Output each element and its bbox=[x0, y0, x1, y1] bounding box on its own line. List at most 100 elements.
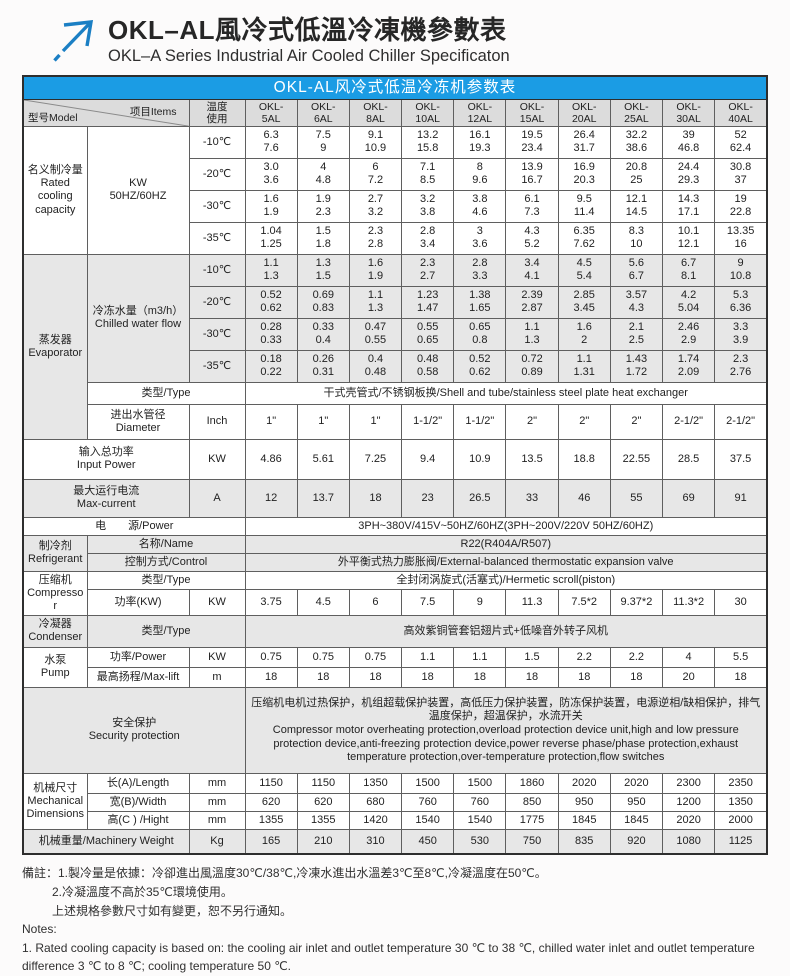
pipe-diameter-value: 1" bbox=[244, 403, 298, 440]
chilled-water-flow-value: 0.28 0.33 bbox=[244, 317, 298, 351]
dimension-height-value: 1845 bbox=[557, 810, 611, 830]
compressor-power-value: 11.3*2 bbox=[661, 588, 716, 616]
spec-table: OKL-AL风冷式低温冷冻机参数表 型号Model 项目Items 温度 使用 … bbox=[22, 75, 768, 856]
chilled-water-flow-value: 2.3 2.7 bbox=[401, 253, 455, 287]
pipe-diameter-label: 进出水管径 Diameter bbox=[86, 403, 190, 440]
machinery-weight-value: 835 bbox=[557, 828, 611, 855]
cooling-capacity-value: 2.7 3.2 bbox=[348, 189, 403, 223]
dimension-height-value: 1540 bbox=[401, 810, 455, 830]
dimension-height-value: 1355 bbox=[244, 810, 298, 830]
input-power-value: 28.5 bbox=[661, 438, 716, 480]
dimension-length-value: 1350 bbox=[348, 772, 403, 794]
pump-lift-value: 18 bbox=[401, 666, 455, 688]
dimension-length-value: 2350 bbox=[714, 772, 768, 794]
max-current-label: 最大运行电流 Max-current bbox=[22, 478, 190, 518]
condenser-type-label: 类型/Type bbox=[86, 614, 246, 648]
table-banner-title: OKL-AL风冷式低温冷冻机参数表 bbox=[22, 75, 768, 100]
input-power-label: 输入总功率 Input Power bbox=[22, 438, 190, 480]
dimension-height-value: 2020 bbox=[661, 810, 716, 830]
chilled-water-flow-value: 2.85 3.45 bbox=[557, 285, 611, 319]
cooling-capacity-value: 7.1 8.5 bbox=[401, 157, 455, 191]
pump-lift-value: 18 bbox=[609, 666, 664, 688]
chilled-water-flow-value: 0.55 0.65 bbox=[401, 317, 455, 351]
refrigerant-control-value: 外平衡式热力膨胀阀/External-balanced thermostatic… bbox=[244, 552, 768, 572]
temp-cell: -20℃ bbox=[188, 157, 246, 191]
security-text-cn: 压缩机电机过热保护，机组超载保护装置，高低压力保护装置，防冻保护装置，电源逆相/… bbox=[251, 696, 761, 723]
temperature-header: 温度 使用 bbox=[188, 98, 246, 127]
chilled-water-flow-value: 1.3 1.5 bbox=[296, 253, 350, 287]
page-title: OKL–AL風冷式低溫冷凍機參數表 bbox=[108, 15, 507, 45]
section-label-cooling: 名义制冷量 Rated cooling capacity bbox=[22, 125, 88, 255]
compressor-power-value: 7.5*2 bbox=[557, 588, 611, 616]
max-current-value: 13.7 bbox=[296, 478, 350, 518]
dimension-height-value: 1845 bbox=[609, 810, 664, 830]
max-current-value: 55 bbox=[609, 478, 664, 518]
evaporator-type-value: 干式壳管式/不锈钢板换/Shell and tube/stainless ste… bbox=[244, 381, 768, 405]
chilled-water-flow-value: 9 10.8 bbox=[714, 253, 768, 287]
pump-power-value: 1.5 bbox=[505, 646, 559, 668]
input-power-value: 22.55 bbox=[609, 438, 664, 480]
section-label-pump: 水泵 Pump bbox=[22, 646, 88, 688]
chilled-water-flow-value: 1.23 1.47 bbox=[401, 285, 455, 319]
pump-power-value: 2.2 bbox=[609, 646, 664, 668]
pump-power-value: 0.75 bbox=[296, 646, 350, 668]
arrow-logo-icon bbox=[53, 20, 94, 62]
model-column-header: OKL- 8AL bbox=[348, 98, 403, 127]
cooling-capacity-value: 12.1 14.5 bbox=[609, 189, 664, 223]
items-header-label: 项目Items bbox=[129, 105, 177, 118]
pipe-diameter-value: 1" bbox=[296, 403, 350, 440]
dimension-height-value: 1540 bbox=[453, 810, 507, 830]
compressor-power-value: 9 bbox=[453, 588, 507, 616]
cooling-capacity-value: 1.6 1.9 bbox=[244, 189, 298, 223]
cooling-capacity-value: 1.04 1.25 bbox=[244, 221, 298, 255]
machinery-weight-value: 530 bbox=[453, 828, 507, 855]
length-unit: mm bbox=[188, 772, 246, 794]
pipe-diameter-value: 2-1/2" bbox=[714, 403, 768, 440]
cooling-capacity-value: 9.5 11.4 bbox=[557, 189, 611, 223]
pump-lift-value: 18 bbox=[296, 666, 350, 688]
height-label: 高(C ) /Hight bbox=[86, 810, 190, 830]
chilled-water-flow-value: 0.18 0.22 bbox=[244, 349, 298, 383]
pump-power-value: 4 bbox=[661, 646, 716, 668]
chilled-water-flow-value: 0.52 0.62 bbox=[453, 349, 507, 383]
cooling-capacity-value: 2.8 3.4 bbox=[401, 221, 455, 255]
footnotes: 備註：1.製冷量是依據：冷卻進出風溫度30℃/38℃,冷凍水進出水溫差3℃至8℃… bbox=[22, 864, 768, 976]
dimension-width-value: 850 bbox=[505, 792, 559, 812]
model-column-header: OKL- 40AL bbox=[714, 98, 768, 127]
pump-power-value: 1.1 bbox=[401, 646, 455, 668]
machinery-weight-value: 920 bbox=[609, 828, 664, 855]
chilled-water-flow-value: 1.74 2.09 bbox=[661, 349, 716, 383]
chilled-water-flow-value: 3.57 4.3 bbox=[609, 285, 664, 319]
temp-cell: -10℃ bbox=[188, 253, 246, 287]
model-column-header: OKL- 20AL bbox=[557, 98, 611, 127]
section-label-refrigerant: 制冷剂 Refrigerant bbox=[22, 534, 88, 572]
model-column-header: OKL- 30AL bbox=[661, 98, 716, 127]
chilled-water-flow-value: 4.5 5.4 bbox=[557, 253, 611, 287]
cooling-capacity-value: 32.2 38.6 bbox=[609, 125, 664, 159]
cooling-capacity-value: 52 62.4 bbox=[714, 125, 768, 159]
cooling-capacity-value: 8 9.6 bbox=[453, 157, 507, 191]
dimension-height-value: 1420 bbox=[348, 810, 403, 830]
compressor-power-value: 7.5 bbox=[401, 588, 455, 616]
note-cn-1: 備註：1.製冷量是依據：冷卻進出風溫度30℃/38℃,冷凍水進出水溫差3℃至8℃… bbox=[22, 866, 547, 881]
chilled-water-flow-value: 1.38 1.65 bbox=[453, 285, 507, 319]
temp-cell: -35℃ bbox=[188, 221, 246, 255]
cooling-capacity-value: 6.3 7.6 bbox=[244, 125, 298, 159]
compressor-type-value: 全封闭涡旋式(活塞式)/Hermetic scroll(piston) bbox=[244, 570, 768, 590]
refrigerant-name-label: 名称/Name bbox=[86, 534, 246, 554]
note-en-1: 1. Rated cooling capacity is based on: t… bbox=[22, 940, 755, 974]
model-column-header: OKL- 10AL bbox=[401, 98, 455, 127]
page-subtitle: OKL–A Series Industrial Air Cooled Chill… bbox=[108, 46, 510, 65]
machinery-weight-value: 310 bbox=[348, 828, 403, 855]
cooling-capacity-value: 13.2 15.8 bbox=[401, 125, 455, 159]
pump-power-unit: KW bbox=[188, 646, 246, 668]
dimension-width-value: 620 bbox=[244, 792, 298, 812]
cooling-capacity-value: 19 22.8 bbox=[714, 189, 768, 223]
model-header-label: 型号Model bbox=[28, 111, 78, 124]
chilled-water-flow-value: 1.1 1.3 bbox=[244, 253, 298, 287]
notes-en-heading: Notes: bbox=[22, 922, 57, 937]
cooling-capacity-value: 10.1 12.1 bbox=[661, 221, 716, 255]
width-unit: mm bbox=[188, 792, 246, 812]
dimension-length-value: 2300 bbox=[661, 772, 716, 794]
cooling-capacity-value: 6.35 7.62 bbox=[557, 221, 611, 255]
